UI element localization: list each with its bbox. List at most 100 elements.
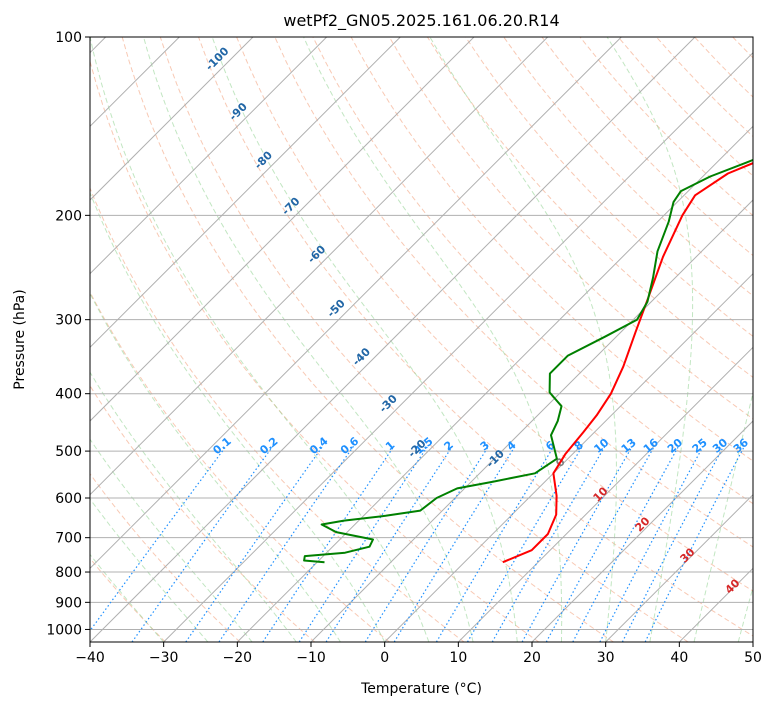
mixing-ratio-line <box>572 445 680 642</box>
mixing-ratio-label: 25 <box>690 436 710 456</box>
mixing-ratio-line <box>298 445 429 642</box>
dry-adiabat <box>274 37 753 548</box>
y-tick-label: 1000 <box>46 622 82 638</box>
mixing-ratio-line <box>521 445 634 642</box>
mixing-ratio-label: 0.1 <box>210 435 233 457</box>
dry-adiabat <box>90 59 540 642</box>
mixing-ratio-line <box>131 445 274 642</box>
mixing-ratio-line <box>644 445 746 642</box>
x-axis-label: Temperature (°C) <box>360 681 482 697</box>
mixing-ratio-line <box>90 445 227 632</box>
dry-adiabat <box>90 384 316 642</box>
isotherm-line <box>310 199 753 642</box>
y-tick-label: 900 <box>55 595 82 611</box>
y-axis-label: Pressure (hPa) <box>12 289 28 389</box>
y-tick-label: 800 <box>55 565 82 581</box>
mixing-ratio-line <box>435 445 555 642</box>
moist-adiabat <box>90 498 209 642</box>
mixing-ratio-label: 30 <box>710 436 730 456</box>
mixing-ratio-line <box>364 445 490 642</box>
x-tick-label: −30 <box>149 650 179 666</box>
isotherm-line <box>752 641 753 642</box>
y-tick-label: 200 <box>55 208 82 224</box>
moist-adiabat <box>303 37 563 642</box>
mixing-ratio-label: 16 <box>641 436 661 456</box>
chart-title: wetPf2_GN05.2025.161.06.20.R14 <box>283 11 559 31</box>
isotherm-line <box>90 37 328 275</box>
moist-adiabat-label: 40 <box>723 576 743 596</box>
mixing-ratio-line <box>262 445 395 642</box>
moist-adiabat <box>143 37 474 642</box>
plot-frame <box>89 36 754 643</box>
dry-adiabat <box>771 37 775 642</box>
isotherm-line <box>163 51 753 642</box>
dry-adiabat <box>121 37 614 642</box>
isotherm-label: -80 <box>252 148 275 171</box>
dry-adiabat <box>350 37 753 462</box>
isotherm-line <box>90 37 549 496</box>
isotherm-line <box>90 37 622 570</box>
x-tick-label: −10 <box>296 650 326 666</box>
moist-adiabat <box>90 292 341 642</box>
x-tick-label: 30 <box>597 650 615 666</box>
moist-adiabat <box>429 37 617 642</box>
x-tick-label: 40 <box>670 650 688 666</box>
isotherm-label: -100 <box>203 44 232 73</box>
profile-lines <box>303 158 753 564</box>
mixing-ratio-label: 0.2 <box>257 435 280 457</box>
dry-adiabat <box>656 37 753 138</box>
dry-adiabat <box>159 37 689 642</box>
moist-adiabat <box>211 37 518 642</box>
moist-adiabat <box>90 438 253 642</box>
moist-adiabat-label: 20 <box>633 514 653 534</box>
moist-adiabat <box>737 585 753 642</box>
isotherm-line <box>90 37 401 349</box>
x-tick-label: 0 <box>380 650 389 666</box>
x-tick-label: −40 <box>75 650 105 666</box>
background-lines <box>90 37 775 642</box>
dry-adiabat <box>503 37 753 297</box>
mixing-ratio-label: 20 <box>665 436 685 456</box>
temperature-profile-line <box>502 162 753 564</box>
dry-adiabat <box>426 37 753 378</box>
axis-ticks: −40 −30 −20 −10 0 10 20 30 40 50 1000 900 800 700 600 5… <box>46 30 762 666</box>
dry-adiabat <box>90 291 390 642</box>
x-tick-label: 50 <box>744 650 762 666</box>
mixing-ratio-line <box>466 445 584 642</box>
moist-adiabat <box>90 191 386 642</box>
dry-adiabat <box>465 37 753 338</box>
dry-adiabat <box>90 186 465 642</box>
isotherm-line <box>605 493 753 642</box>
isotherm-label: -60 <box>305 242 328 265</box>
dewpoint-profile-line <box>303 158 753 564</box>
mixing-ratio-label: 13 <box>619 436 639 456</box>
dry-adiabat <box>90 472 241 642</box>
isotherm-line <box>457 346 753 642</box>
isotherm-line <box>90 37 475 422</box>
mixing-ratio-line <box>599 445 704 642</box>
y-tick-label: 700 <box>55 531 82 547</box>
isotherm-label: -40 <box>350 345 373 368</box>
moist-adiabat-label: 10 <box>591 484 611 504</box>
x-tick-label: −20 <box>223 650 253 666</box>
dry-adiabat <box>90 557 166 642</box>
moist-adiabat <box>90 37 430 642</box>
y-tick-label: 300 <box>55 313 82 329</box>
y-tick-label: 500 <box>55 444 82 460</box>
mixing-ratio-label: 10 <box>591 436 611 456</box>
dry-adiabat <box>694 37 753 98</box>
isotherm-line <box>90 37 254 201</box>
y-tick-label: 100 <box>55 30 82 46</box>
mixing-ratio-line <box>325 445 454 642</box>
mixing-ratio-line <box>185 445 324 642</box>
isotherm-line <box>90 37 696 642</box>
isotherm-label: -50 <box>325 297 348 320</box>
y-tick-label: 400 <box>55 387 82 403</box>
isotherm-line <box>236 125 753 642</box>
dry-adiabat <box>388 37 753 420</box>
y-tick-label: 600 <box>55 491 82 507</box>
isotherm-line <box>384 272 753 642</box>
dry-adiabat <box>198 37 753 637</box>
mixing-ratio-label: 0.6 <box>338 434 362 457</box>
